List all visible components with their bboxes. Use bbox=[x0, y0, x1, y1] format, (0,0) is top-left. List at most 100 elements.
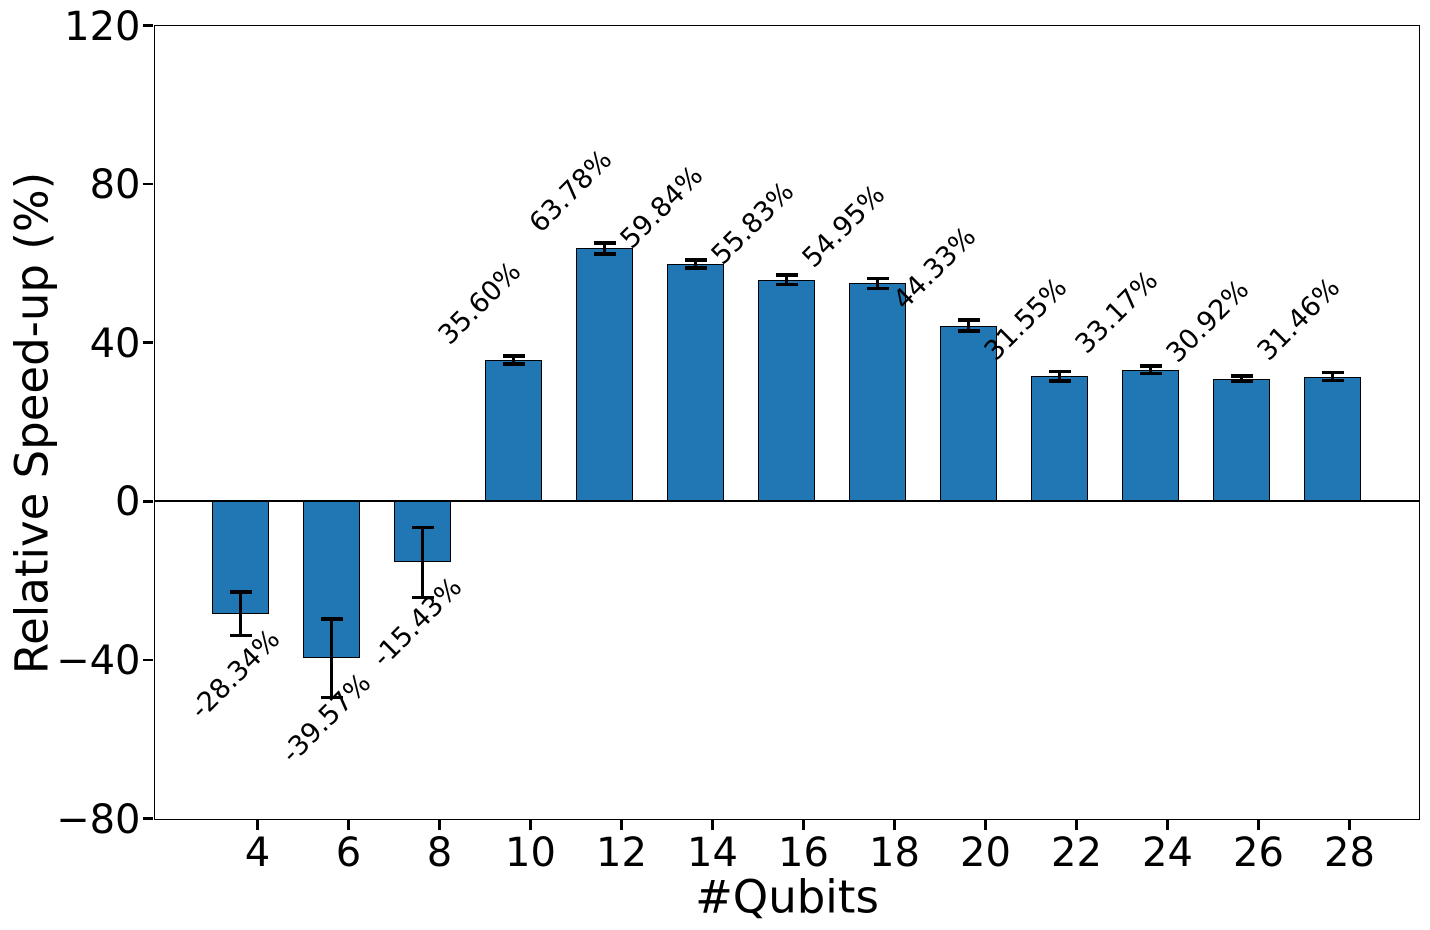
error-cap-bottom-26 bbox=[1230, 379, 1253, 384]
error-bar-20 bbox=[966, 319, 971, 332]
y-tick-label-−40: −40 bbox=[56, 637, 141, 684]
bar-20 bbox=[940, 325, 997, 502]
error-bar-26 bbox=[1239, 375, 1244, 382]
x-tick-14 bbox=[711, 819, 714, 830]
plot-area: 120 80 40 0 −40 −80 4 6 8 10 12 14 16 18 20 22 24 26 28 -28… bbox=[56, 7, 1420, 873]
error-cap-top-4 bbox=[229, 590, 252, 594]
x-tick-18 bbox=[893, 819, 896, 830]
error-bar-14 bbox=[693, 260, 698, 268]
bar-10 bbox=[485, 360, 542, 502]
bar-24 bbox=[1122, 369, 1179, 502]
x-tick-26 bbox=[1257, 819, 1260, 830]
error-cap-top-26 bbox=[1230, 374, 1253, 378]
x-tick-label-6: 6 bbox=[335, 829, 362, 876]
error-cap-top-16 bbox=[775, 273, 798, 277]
bar-value-label-4: -28.34% bbox=[184, 623, 287, 725]
error-cap-top-8 bbox=[411, 525, 434, 530]
bar-16 bbox=[758, 279, 815, 502]
x-tick-20 bbox=[984, 819, 987, 830]
y-tick-label-80: 80 bbox=[89, 162, 141, 209]
error-cap-bottom-14 bbox=[684, 266, 707, 270]
zero-baseline bbox=[154, 500, 1419, 503]
x-tick-24 bbox=[1166, 819, 1169, 830]
bar-12 bbox=[576, 248, 633, 502]
bar-value-label-8: -15.43% bbox=[366, 572, 469, 674]
error-bar-16 bbox=[784, 275, 789, 285]
x-tick-label-8: 8 bbox=[426, 829, 453, 876]
y-tick-label-40: 40 bbox=[89, 320, 141, 367]
bar-value-label-10: 35.60% bbox=[432, 255, 527, 351]
error-cap-top-28 bbox=[1321, 370, 1344, 375]
bar-value-label-24: 33.17% bbox=[1069, 265, 1164, 361]
error-cap-bottom-22 bbox=[1048, 379, 1071, 383]
error-cap-bottom-20 bbox=[957, 329, 980, 333]
error-bar-12 bbox=[602, 242, 607, 254]
x-tick-label-12: 12 bbox=[596, 829, 647, 876]
error-cap-top-10 bbox=[502, 354, 525, 358]
error-cap-top-24 bbox=[1139, 364, 1162, 368]
bar-value-label-14: 59.84% bbox=[614, 159, 709, 255]
error-bar-28 bbox=[1330, 372, 1335, 381]
y-tick-−40 bbox=[143, 658, 153, 662]
x-tick-12 bbox=[620, 819, 623, 830]
error-bar-18 bbox=[875, 278, 880, 289]
error-cap-bottom-8 bbox=[411, 595, 434, 600]
bar-18 bbox=[849, 283, 906, 502]
y-tick-label-0: 0 bbox=[115, 479, 141, 526]
error-bar-6 bbox=[329, 618, 334, 698]
x-tick-4 bbox=[256, 819, 259, 830]
x-tick-8 bbox=[438, 819, 441, 830]
bar-value-label-20: 44.33% bbox=[887, 221, 982, 316]
x-tick-label-4: 4 bbox=[244, 829, 271, 876]
error-cap-bottom-16 bbox=[775, 282, 798, 287]
bar-value-label-28: 31.46% bbox=[1251, 272, 1346, 368]
error-cap-bottom-18 bbox=[866, 286, 889, 291]
bar-14 bbox=[667, 264, 724, 502]
error-cap-top-14 bbox=[684, 258, 707, 262]
y-tick-label-−80: −80 bbox=[56, 796, 141, 843]
bar-value-label-12: 63.78% bbox=[523, 144, 618, 239]
error-bar-24 bbox=[1148, 365, 1153, 374]
x-tick-6 bbox=[347, 819, 350, 830]
x-tick-10 bbox=[529, 819, 532, 830]
error-cap-bottom-10 bbox=[502, 362, 525, 366]
bar-22 bbox=[1031, 376, 1088, 502]
error-cap-bottom-4 bbox=[229, 633, 252, 638]
y-tick-80 bbox=[143, 182, 153, 186]
y-tick-120 bbox=[143, 24, 153, 27]
y-tick-−80 bbox=[143, 817, 153, 820]
error-cap-bottom-24 bbox=[1139, 371, 1162, 376]
error-cap-bottom-6 bbox=[320, 695, 343, 700]
x-tick-28 bbox=[1348, 819, 1351, 830]
bar-value-label-18: 54.95% bbox=[796, 179, 891, 274]
bar-value-label-22: 31.55% bbox=[978, 271, 1073, 367]
error-bar-8 bbox=[420, 527, 425, 598]
x-tick-label-26: 26 bbox=[1233, 829, 1284, 876]
error-cap-top-22 bbox=[1048, 369, 1071, 374]
x-tick-label-28: 28 bbox=[1324, 829, 1375, 876]
error-cap-top-20 bbox=[957, 318, 980, 322]
error-bar-22 bbox=[1057, 371, 1062, 381]
bar-26 bbox=[1213, 378, 1270, 502]
bar-28 bbox=[1304, 376, 1361, 502]
x-tick-label-24: 24 bbox=[1142, 829, 1193, 876]
bar-value-label-16: 55.83% bbox=[705, 175, 800, 271]
error-cap-top-12 bbox=[593, 241, 616, 245]
bar-value-label-26: 30.92% bbox=[1160, 274, 1255, 370]
error-cap-top-6 bbox=[320, 617, 343, 621]
error-cap-bottom-12 bbox=[593, 252, 616, 256]
x-tick-label-22: 22 bbox=[1051, 829, 1102, 876]
error-cap-bottom-28 bbox=[1321, 378, 1344, 383]
x-axis-label: #Qubits bbox=[695, 870, 879, 924]
x-tick-22 bbox=[1075, 819, 1078, 830]
x-tick-label-10: 10 bbox=[505, 829, 556, 876]
x-tick-label-20: 20 bbox=[960, 829, 1011, 876]
y-tick-0 bbox=[143, 500, 153, 503]
y-tick-label-120: 120 bbox=[64, 3, 141, 50]
x-tick-16 bbox=[802, 819, 805, 830]
x-tick-label-16: 16 bbox=[778, 829, 829, 876]
bar-value-label-6: -39.57% bbox=[275, 667, 378, 770]
error-bar-4 bbox=[238, 591, 243, 636]
y-tick-40 bbox=[143, 341, 153, 344]
